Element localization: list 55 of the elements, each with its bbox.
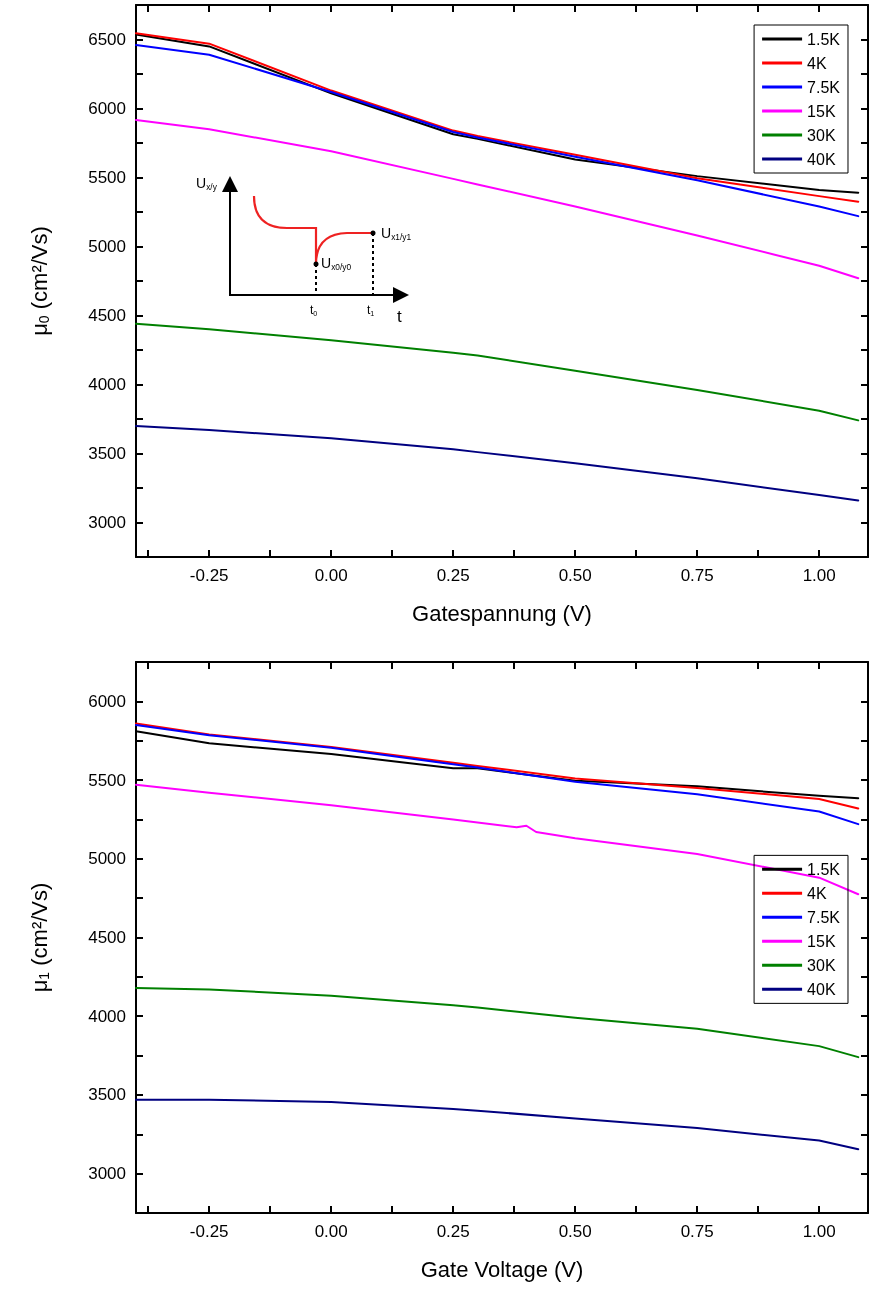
legend-label: 4K	[807, 884, 827, 902]
x-tick-label: -0.25	[189, 566, 229, 585]
y-tick-label: 4500	[88, 928, 126, 947]
y-tick-label: 5500	[88, 168, 126, 187]
y-axis-title: μ1 (cm²/Vs)	[26, 882, 52, 993]
x-axis-title: Gate Voltage (V)	[420, 1256, 584, 1282]
line-series	[135, 424, 860, 502]
y-tick-label: 4500	[88, 306, 126, 325]
annotation: U$_{x0/y0}$	[321, 255, 352, 273]
legend-label: 1.5K	[807, 30, 841, 48]
legend-label: 30K	[807, 956, 836, 974]
legend-label: 15K	[807, 102, 836, 120]
x-tick-label: 1.00	[802, 566, 836, 585]
line-series	[135, 722, 860, 810]
x-tick-label: 0.50	[558, 566, 592, 585]
x-tick-label: -0.25	[189, 1222, 229, 1241]
legend-label: 1.5K	[807, 860, 841, 878]
x-tick-label: 0.00	[314, 566, 348, 585]
y-tick-label: 3500	[88, 444, 126, 463]
y-tick-label: 6500	[88, 30, 126, 49]
annotation: t$_{1}$	[367, 303, 375, 319]
annotation: t	[397, 307, 402, 326]
annotation: t$_{0}$	[310, 303, 318, 319]
y-tick-label: 5000	[88, 849, 126, 869]
annotation: U$_{x/y}$	[196, 175, 218, 193]
x-tick-label: 0.25	[436, 566, 470, 585]
line-series	[135, 322, 860, 422]
line-series	[135, 1098, 860, 1151]
y-tick-label: 5000	[88, 237, 126, 256]
y-tick-label: 5500	[88, 770, 126, 790]
legend-label: 40K	[807, 150, 836, 168]
x-tick-label: 1.00	[802, 1222, 836, 1241]
line-series	[135, 118, 860, 280]
y-axis-title: μ0 (cm²/Vs)	[26, 226, 52, 336]
y-tick-label: 3000	[88, 1164, 126, 1184]
legend-label: 7.5K	[807, 908, 841, 926]
y-tick-label: 4000	[88, 375, 126, 394]
x-tick-label: 0.75	[680, 1222, 714, 1241]
legend-label: 15K	[807, 932, 836, 950]
x-tick-label: 0.00	[314, 1222, 348, 1241]
annotation: U$_{x1/y1}$	[381, 225, 412, 243]
line-series	[135, 723, 860, 826]
y-tick-label: 4000	[88, 1006, 126, 1026]
y-tick-label: 6000	[88, 691, 126, 711]
x-axis-title: Gatespannung (V)	[412, 600, 592, 626]
legend-label: 40K	[807, 980, 836, 998]
legend-label: 30K	[807, 126, 836, 144]
x-tick-label: 0.50	[558, 1222, 592, 1241]
y-tick-label: 3500	[88, 1085, 126, 1105]
x-tick-label: 0.75	[680, 566, 714, 585]
y-tick-label: 3000	[88, 513, 126, 532]
legend-label: 4K	[807, 54, 827, 72]
legend-label: 7.5K	[807, 78, 841, 96]
x-tick-label: 0.25	[436, 1222, 470, 1241]
y-tick-label: 6000	[88, 99, 126, 118]
